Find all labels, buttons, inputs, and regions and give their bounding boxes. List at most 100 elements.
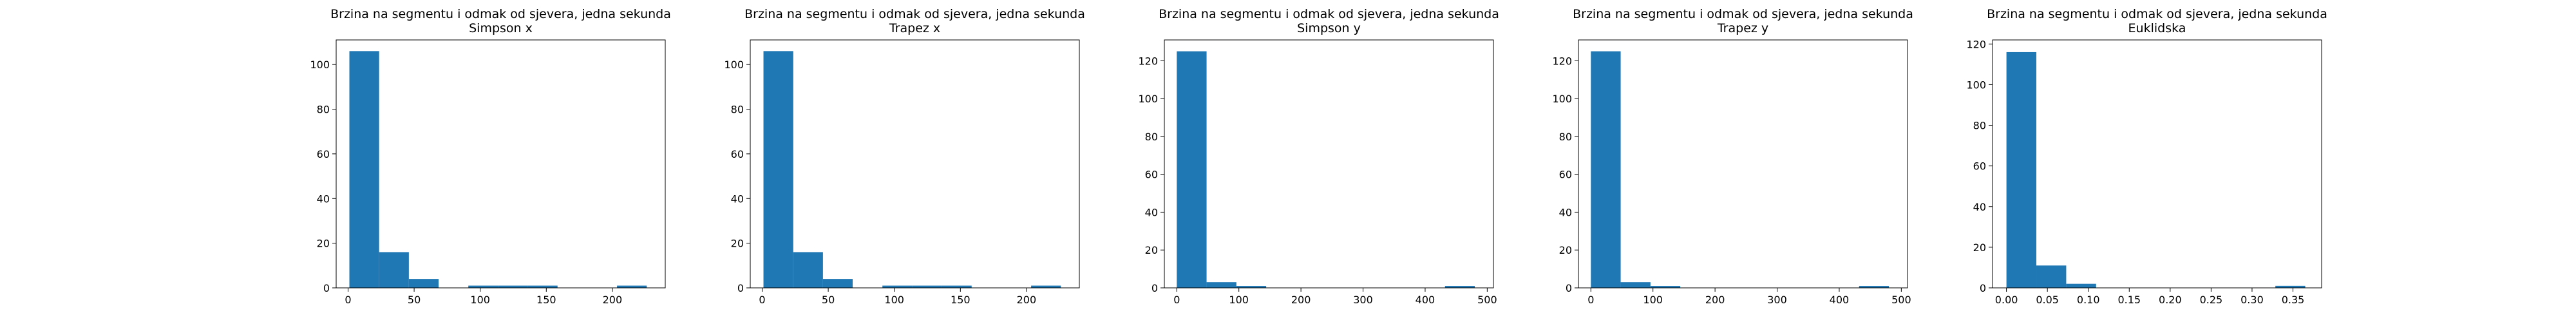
chart-title: Brzina na segmentu i odmak od sjevera, j…: [744, 7, 1085, 21]
chart-title: Brzina na segmentu i odmak od sjevera, j…: [1573, 7, 1913, 21]
x-tick-label: 0.35: [2282, 294, 2305, 306]
histogram-bar-3: [408, 279, 439, 288]
y-tick-label: 80: [1973, 120, 1986, 132]
y-tick-label: 60: [1973, 160, 1986, 173]
x-tick-label: 0.30: [2240, 294, 2264, 306]
y-tick-label: 100: [724, 59, 744, 71]
y-tick-label: 40: [1145, 206, 1158, 218]
y-tick-label: 60: [731, 148, 744, 160]
y-tick-label: 40: [1973, 201, 1986, 213]
histogram-bar-7: [527, 285, 558, 288]
histogram-bar-3: [1236, 286, 1267, 288]
x-tick-label: 0: [759, 294, 765, 306]
histogram-bar-2: [2036, 265, 2067, 288]
y-tick-label: 0: [323, 282, 330, 294]
histogram-bar-3: [1650, 286, 1681, 288]
y-tick-label: 20: [1145, 244, 1158, 256]
histogram-bar-3: [822, 279, 853, 288]
y-tick-label: 0: [1980, 282, 1986, 294]
y-tick-label: 80: [1559, 131, 1572, 143]
y-tick-label: 80: [317, 104, 330, 116]
x-tick-label: 100: [884, 294, 904, 306]
axes-frame: [336, 39, 666, 289]
axes-frame: [750, 39, 1080, 289]
histogram-bar-7: [942, 285, 972, 288]
x-tick-label: 0.05: [2036, 294, 2059, 306]
y-tick-label: 40: [317, 193, 330, 205]
chart-subtitle: Euklidska: [2128, 21, 2186, 35]
chart-subtitle: Simpson y: [1297, 21, 1361, 35]
y-tick-label: 100: [310, 59, 330, 71]
histogram-bar-10: [1031, 285, 1061, 288]
y-tick-label: 20: [317, 238, 330, 250]
histogram-bar-1: [349, 51, 379, 288]
x-tick-label: 0.00: [1995, 294, 2018, 306]
y-tick-label: 60: [1145, 169, 1158, 181]
y-tick-label: 100: [1138, 93, 1158, 105]
y-tick-label: 80: [731, 104, 744, 116]
chart-panel-1: Brzina na segmentu i odmak od sjevera, j…: [310, 7, 670, 306]
x-tick-label: 200: [1705, 294, 1725, 306]
y-tick-label: 40: [1559, 206, 1572, 218]
axes-frame: [1164, 39, 1494, 289]
x-tick-label: 0: [345, 294, 351, 306]
y-tick-label: 20: [1559, 244, 1572, 256]
axes-frame: [1578, 39, 1908, 289]
x-tick-label: 400: [1416, 294, 1435, 306]
histogram-bar-2: [793, 252, 823, 288]
y-tick-label: 40: [731, 193, 744, 205]
y-tick-label: 0: [1151, 282, 1158, 294]
x-tick-label: 150: [536, 294, 556, 306]
histogram-bar-3: [2066, 283, 2096, 288]
x-tick-label: 100: [470, 294, 490, 306]
chart-subtitle: Trapez x: [889, 21, 940, 35]
y-tick-label: 120: [1966, 38, 1986, 50]
x-tick-label: 0.15: [2117, 294, 2141, 306]
y-tick-label: 0: [737, 282, 744, 294]
chart-title: Brzina na segmentu i odmak od sjevera, j…: [1987, 7, 2327, 21]
y-tick-label: 20: [731, 238, 744, 250]
y-tick-label: 20: [1973, 242, 1986, 254]
histogram-bar-1: [2006, 52, 2037, 289]
x-tick-label: 0: [1587, 294, 1594, 306]
chart-subtitle: Simpson x: [469, 21, 533, 35]
y-tick-label: 60: [317, 148, 330, 160]
chart-panel-3: Brzina na segmentu i odmak od sjevera, j…: [1138, 7, 1499, 306]
x-tick-label: 0.25: [2200, 294, 2223, 306]
histogram-bar-6: [912, 285, 942, 288]
x-tick-label: 50: [822, 294, 835, 306]
y-tick-label: 80: [1145, 131, 1158, 143]
histogram-bar-10: [2275, 285, 2306, 288]
histogram-bar-1: [1177, 51, 1207, 288]
y-tick-label: 0: [1566, 282, 1572, 294]
histogram-bar-6: [498, 285, 528, 288]
chart-panel-2: Brzina na segmentu i odmak od sjevera, j…: [724, 7, 1084, 306]
histogram-bar-2: [379, 252, 409, 288]
y-tick-label: 100: [1552, 93, 1572, 105]
x-tick-label: 500: [1891, 294, 1911, 306]
y-tick-label: 60: [1559, 169, 1572, 181]
x-tick-label: 200: [1017, 294, 1037, 306]
histogram-bar-5: [882, 285, 913, 288]
histogram-bar-10: [1444, 286, 1475, 288]
y-tick-label: 120: [1552, 55, 1572, 67]
x-tick-label: 50: [408, 294, 421, 306]
x-tick-label: 300: [1353, 294, 1373, 306]
chart-title: Brzina na segmentu i odmak od sjevera, j…: [330, 7, 671, 21]
histogram-bar-2: [1620, 282, 1651, 288]
x-tick-label: 100: [1643, 294, 1663, 306]
histogram-bar-5: [468, 285, 498, 288]
x-tick-label: 500: [1477, 294, 1497, 306]
chart-panel-4: Brzina na segmentu i odmak od sjevera, j…: [1552, 7, 1913, 306]
x-tick-label: 100: [1229, 294, 1249, 306]
x-tick-label: 0: [1173, 294, 1180, 306]
chart-panel-5: Brzina na segmentu i odmak od sjevera, j…: [1966, 7, 2327, 306]
x-tick-label: 400: [1830, 294, 1850, 306]
x-tick-label: 200: [1291, 294, 1311, 306]
histogram-bar-10: [1859, 286, 1889, 288]
chart-title: Brzina na segmentu i odmak od sjevera, j…: [1159, 7, 1499, 21]
axes-frame: [1992, 39, 2322, 289]
y-tick-label: 100: [1966, 79, 1986, 91]
x-tick-label: 200: [603, 294, 623, 306]
